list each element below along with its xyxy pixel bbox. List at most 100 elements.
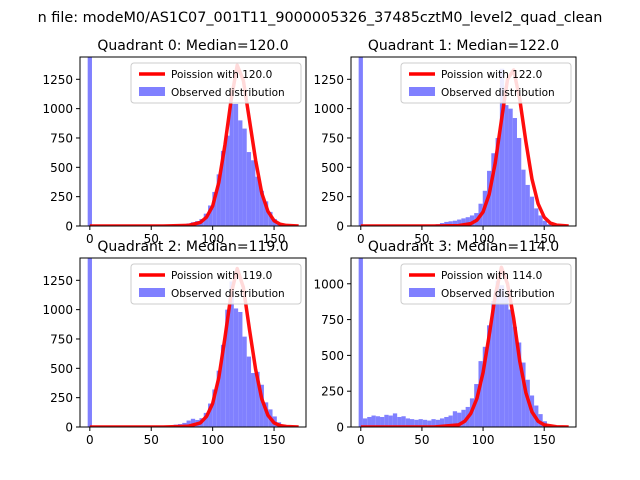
y-tick-label: 1000 [42,303,73,317]
y-tick-label: 500 [321,349,344,363]
histogram-bar [242,336,247,427]
subplot-2: 0 50 100 150 0 250 500 750 1000 1250 Quadrant 2: M… [42,239,307,447]
histogram-bar [465,217,470,226]
histogram-bar [246,356,252,427]
legend-label-observed: Observed distribution [171,288,285,300]
histogram-bar [538,215,543,226]
histogram-bar [225,135,230,226]
x-tick-label: 0 [86,433,94,447]
histogram-bar [521,169,526,226]
legend-bar-swatch [409,87,435,96]
histogram-bar [358,57,363,226]
subplot-1: 0 50 100 150 0 250 500 750 1000 1250 Quadrant 1: M… [313,38,577,246]
histogram-bar [478,361,483,427]
histogram-bar [397,416,402,427]
histogram-bar [414,419,419,427]
x-tick-label: 50 [414,433,429,447]
histogram-bar [516,137,522,226]
histogram-bar [216,370,221,427]
legend: Poission with 119.0 Observed distribution [130,263,302,305]
y-tick-label: 1000 [313,277,344,291]
subplot-title: Quadrant 2: Median=119.0 [97,239,288,255]
histogram-bar [229,103,234,226]
histogram-bar [461,218,466,226]
y-tick-label: 750 [50,131,73,145]
x-tick-label: 0 [357,433,365,447]
y-tick-label: 250 [50,190,73,204]
legend-box [130,263,302,305]
histogram-bar [225,309,230,427]
y-tick-label: 0 [65,220,73,234]
histogram-bar [233,308,239,427]
legend-label-poisson: Poission with 114.0 [441,270,542,282]
histogram-bar [238,120,243,226]
histogram-bar [512,118,517,226]
x-tick-label: 150 [533,433,556,447]
histogram-bar [263,201,269,226]
y-tick-label: 750 [321,131,344,145]
histogram-bar [469,215,475,226]
histogram-bar [534,208,539,226]
histogram-bar [457,219,462,226]
y-tick-label: 1250 [313,73,344,87]
histogram-bar [259,384,264,427]
legend-label-poisson: Poission with 119.0 [171,270,272,282]
histogram-bar [380,416,385,427]
y-tick-label: 500 [321,161,344,175]
subplot-title: Quadrant 3: Median=114.0 [368,239,559,255]
x-tick-label: 0 [357,232,365,246]
histogram-bar [375,416,381,427]
histogram-bar [474,384,479,427]
histogram-bar [504,296,509,427]
y-tick-label: 0 [336,421,344,435]
histogram-bar [87,258,92,427]
plot-marks [358,258,569,427]
histogram-bar [233,103,239,226]
histogram-bar [542,220,547,226]
histogram-bar [422,419,428,427]
histogram-bar [499,285,505,427]
histogram-bar [538,414,543,427]
histogram-bar [203,412,209,427]
y-tick-label: 500 [50,161,73,175]
axes-frame [350,257,577,428]
x-tick-label: 100 [201,232,224,246]
histogram-bar [525,184,530,226]
histogram-bar [229,281,234,427]
histogram-bar [186,420,191,427]
histogram-bar [384,414,389,427]
x-tick-label: 50 [144,433,159,447]
legend-label-observed: Observed distribution [171,87,285,99]
y-tick-label: 0 [65,421,73,435]
histogram-bar [504,105,509,226]
histogram-bar [251,160,256,226]
histogram-bar [512,326,517,427]
histogram-bar [444,221,449,226]
histogram-bar [439,418,445,427]
y-tick-label: 1000 [42,102,73,116]
histogram-bar [482,346,488,427]
histogram-bar [444,416,449,427]
y-tick-label: 750 [50,332,73,346]
y-tick-label: 750 [321,313,344,327]
x-tick-label: 50 [414,232,429,246]
histogram-bar [499,68,505,226]
histogram-bar [268,211,273,226]
y-tick-label: 250 [321,190,344,204]
histogram-bar [448,221,453,226]
legend-bar-swatch [139,87,165,96]
y-tick-label: 500 [50,362,73,376]
histogram-bar [508,309,513,427]
histogram-bar [358,258,363,427]
legend-bar-swatch [139,288,165,297]
histogram-bar [242,128,247,226]
x-tick-label: 100 [472,433,495,447]
histogram-bar [516,342,522,427]
x-tick-label: 150 [263,232,286,246]
histogram-bar [410,419,415,427]
histogram-bar [452,220,458,226]
histogram-bar [546,224,552,226]
legend-box [400,62,572,104]
histogram-bar [246,152,252,226]
